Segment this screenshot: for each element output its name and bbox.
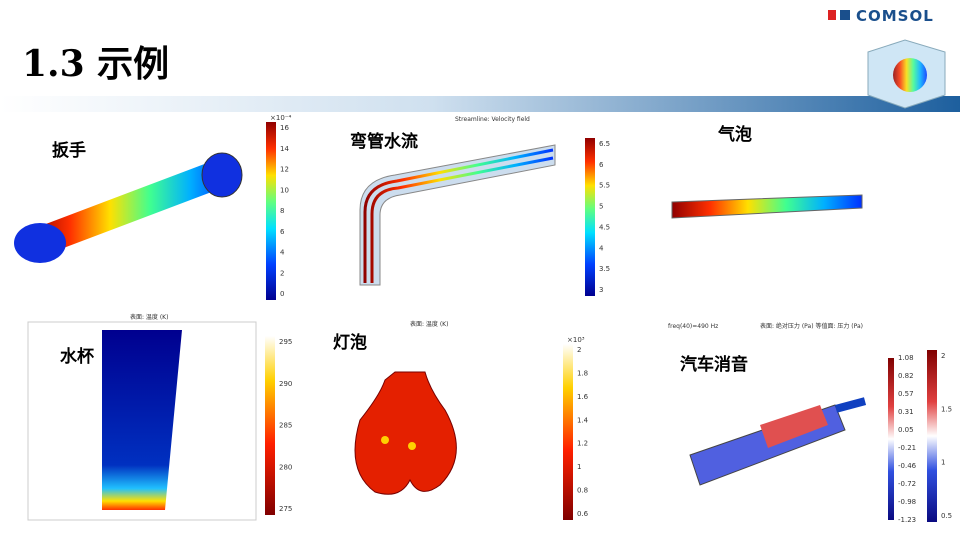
colorbar-tick: 12 [280, 166, 289, 174]
colorbar-tick: 0.8 [577, 487, 588, 495]
plot-caption: 表面: 温度 (K) [130, 313, 168, 321]
colorbar-exponent: ×10⁻⁴ [270, 114, 291, 122]
legend-tick: -1.23 [898, 516, 916, 524]
panel-label: 弯管水流 [350, 131, 418, 152]
colorbar-tick: 14 [280, 145, 289, 153]
colorbar-tick: 10 [280, 186, 289, 194]
colorbar-tick: 1.8 [577, 369, 588, 377]
colorbar-tick: 0.6 [577, 510, 589, 518]
legend-tick: 0.82 [898, 372, 914, 380]
colorbar-tick: 6 [280, 228, 285, 236]
colorbar-tick: 3.5 [599, 265, 610, 273]
colorbar-tick: 280 [279, 463, 292, 471]
legend-tick: -0.98 [898, 498, 916, 506]
legend-tick: 0.31 [898, 408, 914, 416]
logo-mark [840, 10, 850, 20]
cup-plot [27, 321, 257, 521]
colorbar-tick: 0 [280, 290, 284, 298]
legend-tick: -0.46 [898, 462, 917, 470]
logo-cube [867, 39, 946, 109]
colorbar-tick: 16 [280, 124, 289, 132]
muffler-plot [689, 397, 867, 486]
bubble-plot [671, 194, 863, 219]
colorbar [563, 344, 573, 520]
plot-caption: 表面: 绝对压力 (Pa) 等值面: 压力 (Pa) [760, 322, 863, 330]
pipe-plot [303, 115, 618, 305]
header-band [0, 96, 960, 112]
colorbar-tick: 1.2 [577, 440, 588, 448]
colorbar-exponent: ×10³ [567, 336, 585, 344]
colorbar [585, 138, 595, 296]
colorbar [265, 336, 275, 515]
colorbar-tick: 6 [599, 161, 604, 169]
colorbar-tick: 6.5 [599, 140, 610, 148]
panel-label: 气泡 [717, 124, 752, 145]
colorbar-tick: 4 [599, 244, 604, 252]
colorbar-tick: 1.6 [577, 393, 589, 401]
plot-caption: 表面: 温度 (K) [410, 320, 448, 328]
panel-label: 汽车消音 [680, 354, 748, 375]
colorbar-tick: 0.5 [941, 512, 952, 520]
colorbar-tick: 4 [280, 249, 285, 257]
logo-mark [828, 10, 836, 20]
colorbar-tick: 290 [279, 380, 292, 388]
colorbar-tick: 295 [279, 338, 292, 346]
panel-label: 水杯 [60, 346, 94, 367]
legend-bar [888, 358, 894, 520]
colorbar [927, 350, 937, 522]
colorbar-tick: 2 [280, 269, 284, 277]
colorbar-tick: 1 [577, 463, 581, 471]
panel-label: 扳手 [52, 140, 86, 161]
colorbar-tick: 2 [941, 352, 945, 360]
plot-caption: Streamline: Velocity field [455, 116, 530, 123]
colorbar-tick: 1.4 [577, 416, 589, 424]
legend-tick: 0.05 [898, 426, 914, 434]
colorbar-tick: 5.5 [599, 182, 610, 190]
slide-title: 1.3 示例 [22, 43, 169, 85]
legend-tick: -0.72 [898, 480, 916, 488]
colorbar-tick: 285 [279, 422, 292, 430]
legend-tick: 0.57 [898, 390, 914, 398]
legend-tick: -0.21 [898, 444, 916, 452]
colorbar-tick: 1.5 [941, 405, 952, 413]
colorbar-tick: 8 [280, 207, 284, 215]
legend-tick: 1.08 [898, 354, 914, 362]
panel-label: 灯泡 [333, 332, 367, 353]
plot-caption: freq(40)=490 Hz [668, 323, 718, 330]
colorbar-tick: 275 [279, 505, 292, 513]
brand: COMSOL [856, 7, 934, 25]
wrench-plot [2, 112, 300, 305]
colorbar-tick: 3 [599, 286, 603, 294]
colorbar-tick: 5 [599, 203, 603, 211]
colorbar [266, 122, 276, 300]
colorbar-tick: 1 [941, 459, 945, 467]
colorbar-tick: 2 [577, 346, 581, 354]
bulb-plot [354, 371, 457, 495]
colorbar-tick: 4.5 [599, 223, 610, 231]
